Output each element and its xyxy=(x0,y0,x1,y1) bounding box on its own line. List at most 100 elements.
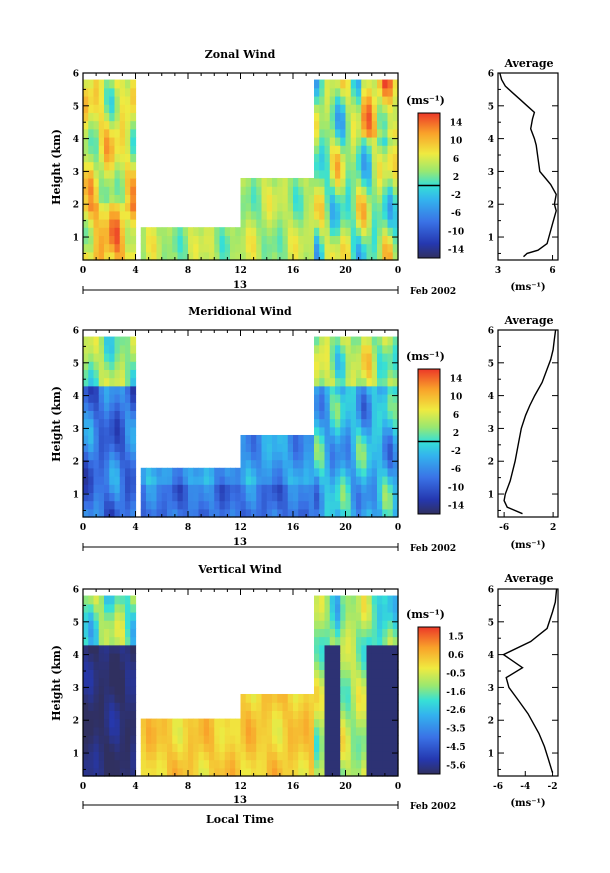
heatmap-cell xyxy=(345,718,352,728)
heatmap-cell xyxy=(377,611,383,621)
heatmap-cell xyxy=(119,385,126,395)
heatmap-cell xyxy=(88,595,95,605)
heatmap-cell xyxy=(335,669,341,679)
heatmap-cell xyxy=(266,434,273,444)
heatmap-cell xyxy=(387,136,394,146)
heatmap-cell xyxy=(350,734,357,744)
heatmap-cell xyxy=(329,210,336,220)
heatmap-cell xyxy=(324,87,331,97)
heatmap-cell xyxy=(340,475,347,485)
heatmap-cell xyxy=(350,352,357,362)
heatmap-cell xyxy=(177,508,184,518)
heatmap-cell xyxy=(177,500,184,510)
heatmap-cell xyxy=(182,251,189,261)
heatmap-cell xyxy=(130,702,137,711)
heatmap-cell xyxy=(224,718,231,728)
heatmap-cell xyxy=(245,492,252,502)
heatmap-cell xyxy=(345,336,352,346)
heatmap-cell xyxy=(361,443,368,452)
heatmap-cell xyxy=(392,500,399,510)
heatmap-cell xyxy=(366,620,373,629)
heatmap-cell xyxy=(83,177,89,187)
heatmap-cell xyxy=(350,677,357,687)
heatmap-cell xyxy=(98,194,105,204)
heatmap-cell xyxy=(193,467,200,477)
heatmap-cell xyxy=(303,443,310,452)
heatmap-cell xyxy=(377,467,383,477)
heatmap-cell xyxy=(256,251,263,261)
heatmap-cell xyxy=(125,344,131,354)
heatmap-cell xyxy=(350,620,357,629)
heatmap-cell xyxy=(140,484,147,493)
heatmap-cell xyxy=(266,484,273,493)
heatmap-cell xyxy=(303,251,310,261)
heatmap-cell xyxy=(83,235,89,245)
heatmap-cell xyxy=(83,475,89,485)
heatmap-cell xyxy=(329,644,336,654)
heatmap-cell xyxy=(314,693,320,703)
heatmap-cell xyxy=(83,186,89,195)
heatmap-cell xyxy=(266,202,273,212)
heatmap-cell xyxy=(104,710,110,720)
heatmap-cell xyxy=(287,186,294,195)
heatmap-cell xyxy=(240,726,247,736)
heatmap-cell xyxy=(130,484,137,493)
heatmap-cell xyxy=(366,410,373,420)
heatmap-cell xyxy=(308,243,315,253)
heatmap-cell xyxy=(156,235,163,245)
heatmap-cell xyxy=(308,743,315,752)
heatmap-cell xyxy=(345,500,352,510)
heatmap-cell xyxy=(387,636,394,646)
x-tick-label: 20 xyxy=(339,782,352,792)
heatmap-cell xyxy=(272,194,278,204)
heatmap-cell xyxy=(387,492,394,502)
heatmap-cell xyxy=(151,726,158,736)
heatmap-cell xyxy=(93,251,100,261)
heatmap-cell xyxy=(240,194,247,204)
heatmap-cell xyxy=(382,451,389,461)
heatmap-cell xyxy=(119,685,126,695)
heatmap-cell xyxy=(114,661,121,670)
heatmap-cell xyxy=(314,352,320,362)
heatmap-cell xyxy=(261,202,268,212)
heatmap-cell xyxy=(261,210,268,220)
heatmap-cell xyxy=(345,426,352,436)
heatmap-cell xyxy=(314,751,320,761)
heatmap-cell xyxy=(392,652,399,662)
heatmap-cell xyxy=(130,145,137,154)
heatmap-cell xyxy=(329,402,336,411)
heatmap-cell xyxy=(282,693,289,703)
heatmap-cell xyxy=(329,243,336,253)
heatmap-cell xyxy=(130,153,137,163)
heatmap-cell xyxy=(366,500,373,510)
heatmap-cell xyxy=(151,718,158,728)
heatmap-cell xyxy=(114,693,121,703)
heatmap-cell xyxy=(245,693,252,703)
heatmap-cell xyxy=(83,767,89,777)
heatmap-cell xyxy=(219,251,226,261)
heatmap-cell xyxy=(377,620,383,629)
heatmap-cell xyxy=(377,693,383,703)
heatmap-cell xyxy=(303,484,310,493)
heatmap-cell xyxy=(209,484,215,493)
heatmap-cell xyxy=(98,186,105,195)
heatmap-cell xyxy=(88,710,95,720)
heatmap-cell xyxy=(361,677,368,687)
heatmap-cell xyxy=(98,344,105,354)
heatmap-cell xyxy=(377,336,383,346)
heatmap-cell xyxy=(387,685,394,695)
heatmap-cell xyxy=(146,751,152,761)
heatmap-cell xyxy=(98,426,105,436)
heatmap-cell xyxy=(382,120,389,130)
heatmap-cell xyxy=(130,393,137,403)
heatmap-cell xyxy=(83,718,89,728)
heatmap-cell xyxy=(182,492,189,502)
heatmap-cell xyxy=(114,636,121,646)
heatmap-cell xyxy=(119,620,126,629)
heatmap-cell xyxy=(345,161,352,171)
heatmap-cell xyxy=(114,734,121,744)
heatmap-cell xyxy=(272,508,278,518)
heatmap-cell xyxy=(382,145,389,154)
heatmap-cell xyxy=(109,669,116,679)
heatmap-cell xyxy=(93,112,100,122)
